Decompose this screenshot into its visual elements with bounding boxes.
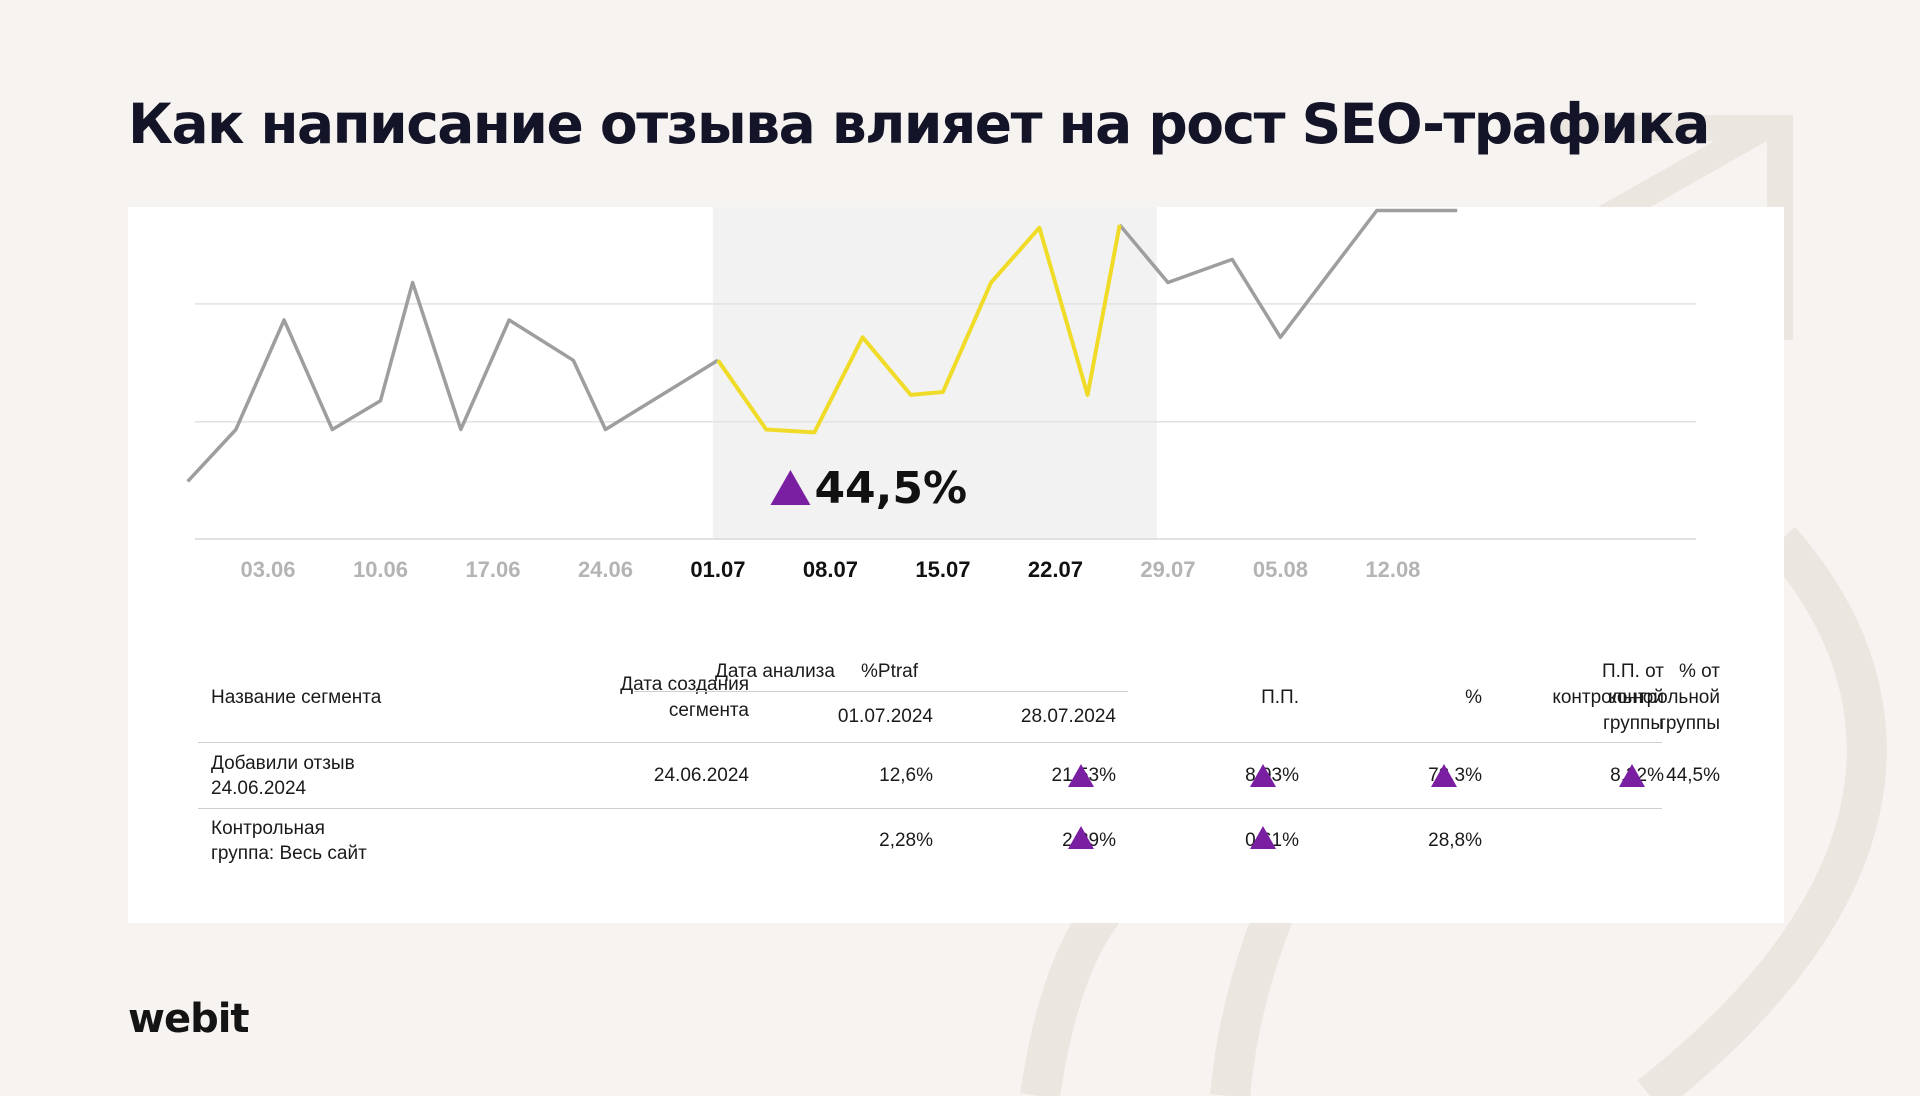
- row2-start-value: 2,28%: [879, 830, 933, 851]
- row1-segment-name-line2: 24.06.2024: [211, 778, 307, 799]
- row1-segment-name: Добавили отзыв: [211, 753, 355, 774]
- x-tick-label: 29.07: [1140, 557, 1195, 582]
- series-line-before: [186, 280, 719, 483]
- content-card: 03.06 10.06 17.06 24.06 01.07 08.07 15.07 22.07…: [128, 207, 1784, 923]
- header-created-date-line2: сегмента: [668, 700, 749, 721]
- up-triangle-icon: [1250, 764, 1276, 787]
- up-triangle-icon: [1068, 826, 1094, 849]
- x-tick-label: 10.06: [353, 557, 408, 582]
- row2-pct-value: 28,8%: [1428, 830, 1482, 851]
- header-pp-control-line3: группы: [1602, 713, 1664, 734]
- row1-created-date: 24.06.2024: [653, 765, 749, 786]
- row-divider: [198, 808, 1662, 809]
- header-divider: [198, 742, 1662, 743]
- header-pct-control: % от: [1678, 661, 1720, 682]
- row2-segment-name-line2: группа: Весь сайт: [211, 843, 367, 864]
- series-line-highlighted: [716, 224, 1122, 435]
- header-pct-control-line2: контрольной: [1608, 687, 1720, 708]
- header-date-start: 01.07.2024: [837, 706, 933, 727]
- header-pp-control: П.П. от: [1601, 661, 1664, 682]
- webit-logo: webit: [128, 996, 250, 1042]
- up-triangle-icon: [1068, 764, 1094, 787]
- segment-table: Название сегмента Дата создания сегмента…: [128, 207, 1784, 923]
- up-triangle-icon: [1250, 826, 1276, 849]
- series-line-after: [1118, 208, 1458, 340]
- x-tick-label: 12.08: [1365, 557, 1420, 582]
- header-group-divider: [634, 691, 1128, 692]
- x-tick-label: 05.08: [1253, 557, 1308, 582]
- row1-start-value: 12,6%: [879, 765, 933, 786]
- header-segment-name: Название сегмента: [211, 687, 382, 708]
- x-tick-label: 15.07: [915, 557, 970, 582]
- traffic-line-chart: 03.06 10.06 17.06 24.06 01.07 08.07 15.07 22.07…: [186, 207, 1696, 582]
- x-tick-label: 03.06: [240, 557, 295, 582]
- row2-segment-name: Контрольная: [211, 818, 325, 839]
- header-pct: %: [1465, 687, 1482, 708]
- x-tick-label: 22.07: [1028, 557, 1083, 582]
- header-pp-control-line2: контрольной: [1552, 687, 1664, 708]
- up-triangle-icon: [1619, 764, 1645, 787]
- header-date-end: 28.07.2024: [1020, 706, 1116, 727]
- up-triangle-icon: [1431, 764, 1457, 787]
- x-tick-label: 01.07: [690, 557, 745, 582]
- page-title: Как написание отзыва влияет на рост SEO-…: [128, 92, 1710, 156]
- header-ptraf: %Ptraf: [861, 661, 919, 682]
- x-tick-label: 17.06: [465, 557, 520, 582]
- up-triangle-icon: [770, 470, 811, 505]
- header-created-date: Дата создания: [620, 674, 749, 695]
- header-pp: П.П.: [1261, 687, 1299, 708]
- x-tick-label: 08.07: [803, 557, 858, 582]
- header-pct-control-line3: группы: [1658, 713, 1720, 734]
- annotation-value: 44,5%: [814, 463, 967, 514]
- header-analysis-date: Дата анализа: [715, 661, 835, 682]
- x-tick-label: 24.06: [578, 557, 633, 582]
- row1-pct-control-value: 44,5%: [1666, 765, 1720, 786]
